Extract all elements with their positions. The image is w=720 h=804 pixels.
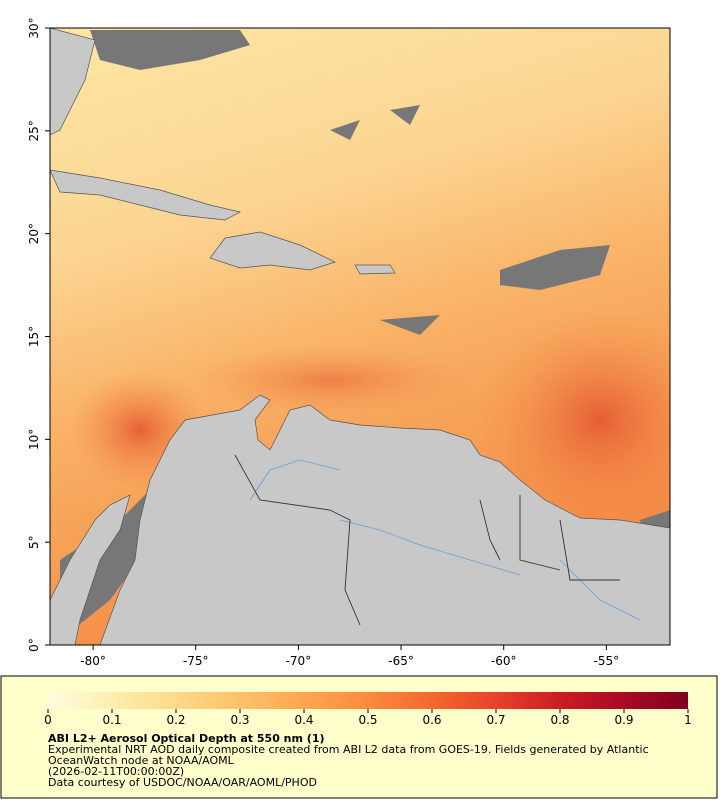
rivers bbox=[249, 459, 641, 621]
map bbox=[50, 28, 670, 645]
colorbar-tick-label: 1 bbox=[684, 713, 692, 727]
y-tick-label: 20° bbox=[27, 223, 41, 244]
y-tick-label: 10° bbox=[27, 429, 41, 450]
colorbar-tick-label: 0.6 bbox=[422, 713, 441, 727]
borders bbox=[234, 454, 620, 626]
colorbar-tick-label: 0.7 bbox=[486, 713, 505, 727]
colorbar-tick-label: 0 bbox=[44, 713, 52, 727]
aod-high bbox=[190, 345, 470, 415]
x-tick-label: -65° bbox=[388, 654, 414, 668]
colorbar-tick-label: 0.9 bbox=[614, 713, 633, 727]
y-tick-label: 25° bbox=[27, 120, 41, 141]
colorbar-tick-label: 0.5 bbox=[358, 713, 377, 727]
colorbar bbox=[48, 692, 688, 709]
date: (2026-02-11T00:00:00Z) bbox=[48, 765, 184, 778]
y-tick-label: 15° bbox=[27, 326, 41, 347]
y-tick-label: 5° bbox=[27, 535, 41, 549]
land bbox=[50, 28, 670, 645]
colorbar-tick-label: 0.3 bbox=[230, 713, 249, 727]
description: OceanWatch node at NOAA/AOML bbox=[48, 754, 235, 767]
aod-high bbox=[480, 310, 670, 530]
y-tick-label: 0° bbox=[27, 638, 41, 652]
colorbar-tick-label: 0.2 bbox=[166, 713, 185, 727]
x-tick-label: -60° bbox=[491, 654, 517, 668]
title: ABI L2+ Aerosol Optical Depth at 550 nm … bbox=[48, 732, 325, 745]
x-tick-label: -70° bbox=[286, 654, 312, 668]
x-tick-label: -55° bbox=[594, 654, 620, 668]
colorbar-tick-label: 0.8 bbox=[550, 713, 569, 727]
y-tick-label: 30° bbox=[27, 17, 41, 38]
colorbar-tick-label: 0.1 bbox=[102, 713, 121, 727]
description: Experimental NRT AOD daily composite cre… bbox=[48, 743, 649, 756]
credit: Data courtesy of USDOC/NOAA/OAR/AOML/PHO… bbox=[48, 776, 317, 789]
x-tick-label: -80° bbox=[80, 654, 106, 668]
x-tick-label: -75° bbox=[183, 654, 209, 668]
colorbar-tick-label: 0.4 bbox=[294, 713, 313, 727]
